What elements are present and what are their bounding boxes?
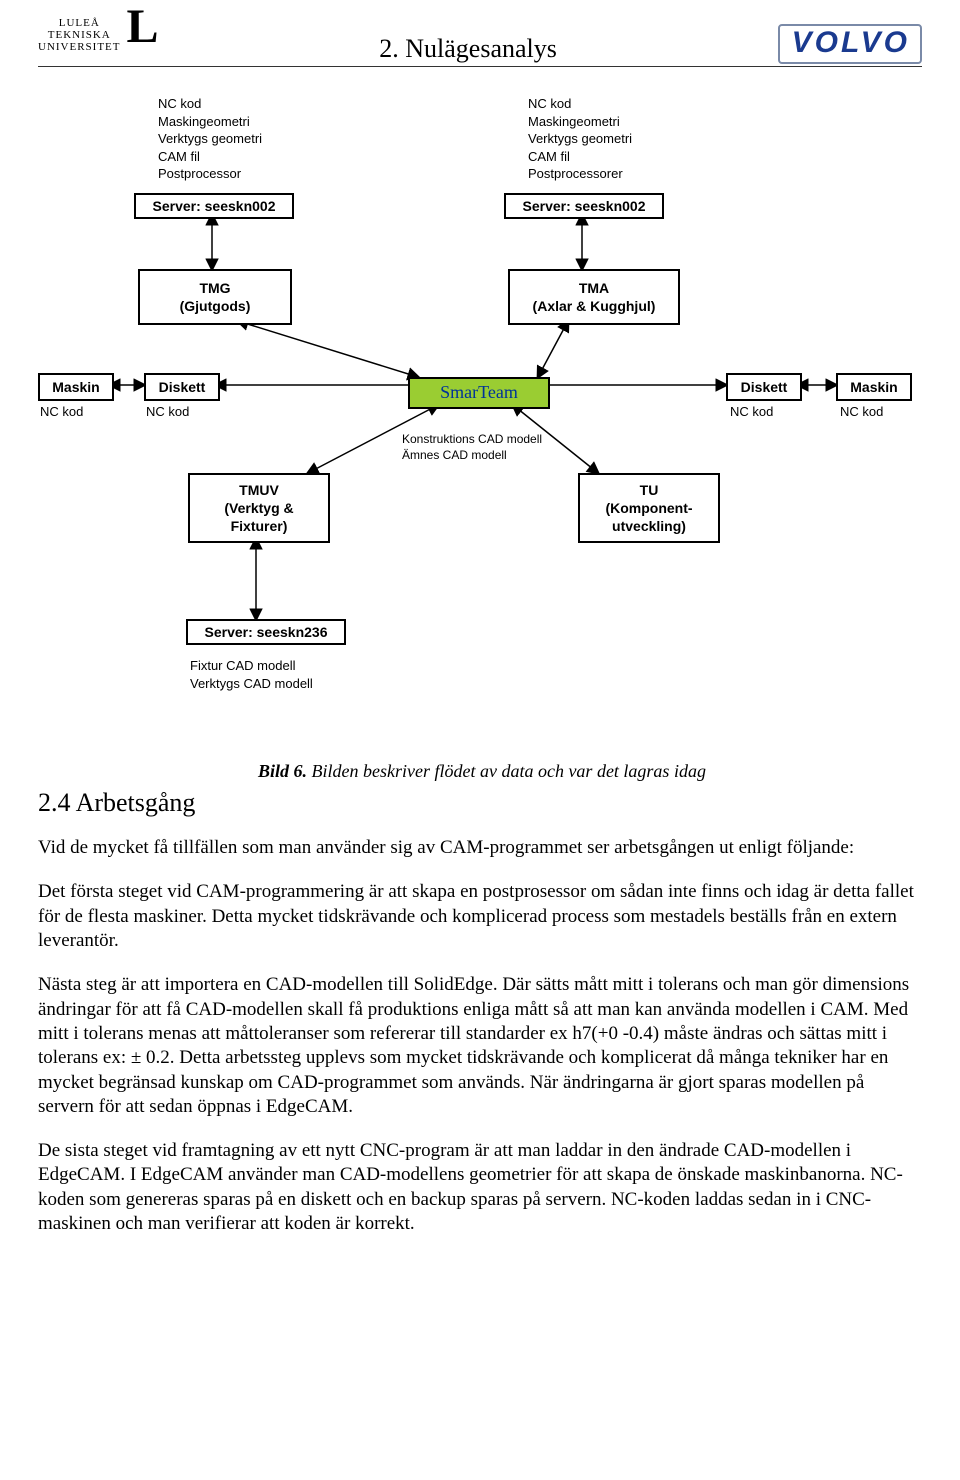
figure-caption-rest: Bilden beskriver flödet av data och var …	[307, 761, 706, 781]
body-paragraph-4: De sista steget vid framtagning av ett n…	[38, 1139, 922, 1236]
server-box-left: Server: seeskn002	[134, 193, 294, 219]
nc-label-ll: NC kod	[40, 403, 83, 421]
ltu-logo-text: LULEÅ TEKNISKA UNIVERSITET	[38, 17, 121, 53]
body-paragraph-1: Vid de mycket få tillfällen som man anvä…	[38, 836, 922, 860]
tma-box: TMA (Axlar & Kugghjul)	[508, 269, 680, 325]
ltu-line3: UNIVERSITET	[38, 41, 121, 53]
nc-label-lr: NC kod	[146, 403, 189, 421]
cad-models-label: Konstruktions CAD modell Ämnes CAD model…	[402, 431, 542, 463]
ltu-mark-icon: L	[127, 8, 159, 46]
ltu-line2: TEKNISKA	[38, 29, 121, 41]
chapter-title: 2. Nulägesanalys	[379, 34, 557, 64]
nc-label-rr: NC kod	[840, 403, 883, 421]
page-header: LULEÅ TEKNISKA UNIVERSITET L 2. Nulägesa…	[38, 16, 922, 67]
figure-caption-bold: Bild 6.	[258, 761, 307, 781]
data-flow-diagram: NC kod Maskingeometri Verktygs geometri …	[38, 95, 922, 755]
diagram-list-top-left: NC kod Maskingeometri Verktygs geometri …	[158, 95, 262, 183]
tmg-box: TMG (Gjutgods)	[138, 269, 292, 325]
ltu-line1: LULEÅ	[38, 17, 121, 29]
document-page: LULEÅ TEKNISKA UNIVERSITET L 2. Nulägesa…	[0, 0, 960, 1286]
body-paragraph-3: Nästa steg är att importera en CAD-model…	[38, 973, 922, 1119]
diagram-list-top-right: NC kod Maskingeometri Verktygs geometri …	[528, 95, 632, 183]
tmuv-box: TMUV (Verktyg & Fixturer)	[188, 473, 330, 543]
volvo-logo: VOLVO	[778, 24, 922, 64]
nc-label-rl: NC kod	[730, 403, 773, 421]
tu-box: TU (Komponent- utveckling)	[578, 473, 720, 543]
figure-caption: Bild 6. Bilden beskriver flödet av data …	[258, 761, 922, 782]
body-paragraph-2: Det första steget vid CAM-programmering …	[38, 880, 922, 953]
maskin-box-right: Maskin	[836, 373, 912, 401]
diskett-box-right: Diskett	[726, 373, 802, 401]
server-box-right: Server: seeskn002	[504, 193, 664, 219]
server236-box: Server: seeskn236	[186, 619, 346, 645]
maskin-box-left: Maskin	[38, 373, 114, 401]
smarteam-box: SmarTeam	[408, 377, 550, 409]
diskett-box-left: Diskett	[144, 373, 220, 401]
section-title: 2.4 Arbetsgång	[38, 788, 922, 818]
ltu-logo: LULEÅ TEKNISKA UNIVERSITET L	[38, 16, 159, 54]
diagram-list-bottom-left: Fixtur CAD modell Verktygs CAD modell	[190, 657, 313, 692]
